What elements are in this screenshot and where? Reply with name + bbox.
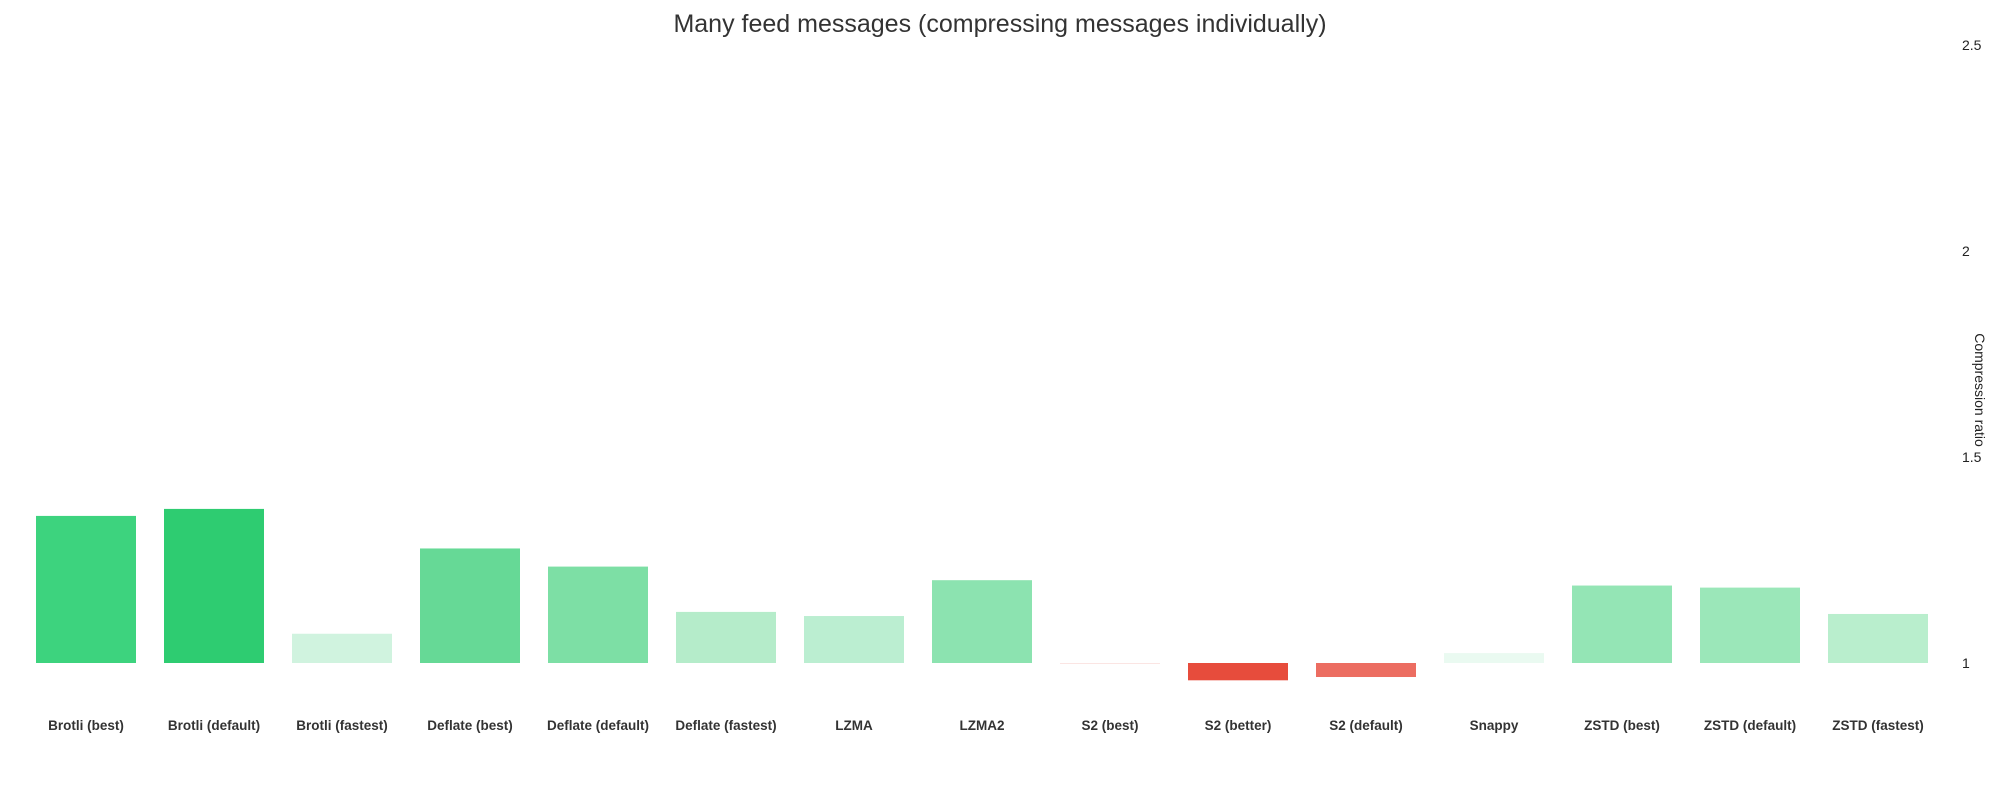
x-tick-label: Snappy (1470, 718, 1519, 733)
bars-group (36, 508, 1928, 681)
x-tick-label: ZSTD (best) (1584, 718, 1660, 733)
x-axis-labels: Brotli (best) Brotli (default) Brotli (fas… (48, 718, 1924, 733)
x-tick-label: LZMA2 (960, 718, 1005, 733)
bar-brotli-default (164, 508, 264, 663)
x-tick-label: LZMA (835, 718, 873, 733)
bar-deflate-fastest (676, 611, 776, 663)
y-axis-title: Compression ratio (1972, 333, 1988, 447)
x-tick-label: ZSTD (fastest) (1832, 718, 1924, 733)
bar-zstd-best (1572, 585, 1672, 663)
x-tick-label: Deflate (fastest) (675, 718, 776, 733)
bar-zstd-fastest (1828, 613, 1928, 663)
x-tick-label: Brotli (best) (48, 718, 124, 733)
bar-brotli-fastest (292, 633, 392, 663)
x-tick-label: Deflate (default) (547, 718, 649, 733)
y-tick-label: 2 (1962, 243, 1970, 259)
bar-s2-default (1316, 663, 1416, 678)
x-tick-label: Brotli (default) (168, 718, 260, 733)
x-tick-label: S2 (default) (1329, 718, 1403, 733)
bar-snappy (1444, 653, 1544, 663)
y-tick-label: 1.5 (1962, 449, 1982, 465)
x-tick-label: S2 (better) (1205, 718, 1272, 733)
y-tick-label: 1 (1962, 655, 1970, 671)
x-tick-label: S2 (best) (1081, 718, 1138, 733)
bar-deflate-default (548, 566, 648, 663)
y-tick-label: 2.5 (1962, 37, 1982, 53)
y-axis-ticks: 1 1.5 2 2.5 (1962, 37, 1982, 671)
x-tick-label: ZSTD (default) (1704, 718, 1796, 733)
bar-deflate-best (420, 548, 520, 663)
chart-title: Many feed messages (compressing messages… (673, 10, 1327, 38)
bar-zstd-default (1700, 587, 1800, 663)
bar-s2-better (1188, 663, 1288, 681)
bar-s2-best (1060, 663, 1160, 664)
bar-lzma (804, 616, 904, 663)
bar-brotli-best (36, 515, 136, 663)
bar-lzma2 (932, 580, 1032, 663)
x-tick-label: Deflate (best) (427, 718, 513, 733)
x-tick-label: Brotli (fastest) (296, 718, 388, 733)
